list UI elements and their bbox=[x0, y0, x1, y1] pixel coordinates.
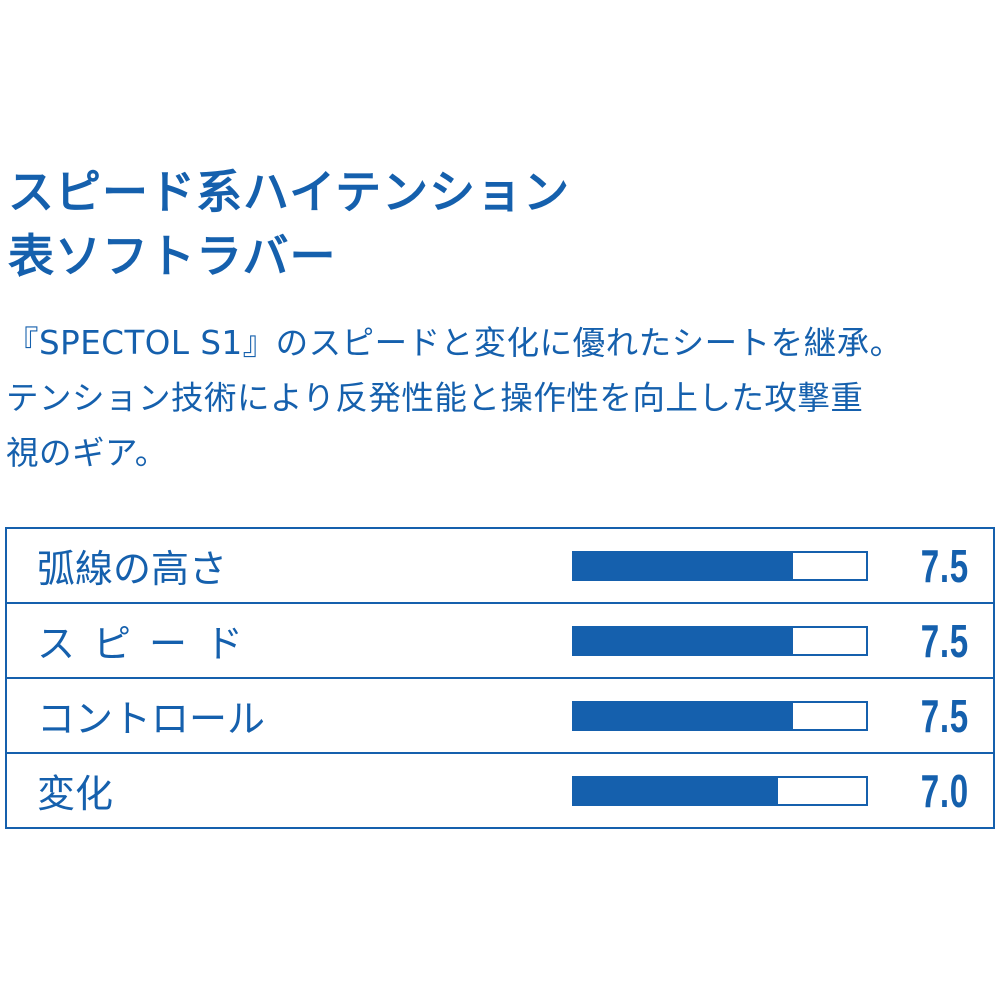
product-description: 『SPECTOL S1』のスピードと変化に優れたシートを継承。 テンション技術に… bbox=[6, 316, 998, 481]
spec-bar-spin-variation bbox=[572, 776, 868, 806]
spec-bar-fill-arc-height bbox=[574, 553, 793, 579]
spec-table: 弧線の高さ 7.5 スピード 7.5 コントロール 7.5 変化 7.0 bbox=[5, 527, 995, 829]
spec-label-spin-variation: 変化 bbox=[37, 772, 114, 816]
spec-value-arc-height: 7.5 bbox=[920, 539, 969, 592]
spec-bar-fill-speed bbox=[574, 628, 793, 654]
spec-bar-control bbox=[572, 701, 868, 731]
description-line-1: 『SPECTOL S1』のスピードと変化に優れたシートを継承。 bbox=[6, 324, 903, 362]
spec-row-speed: スピード 7.5 bbox=[7, 604, 993, 679]
headline-line-2: 表ソフトラバー bbox=[8, 229, 337, 283]
spec-bar-fill-control bbox=[574, 703, 793, 729]
spec-bar-fill-spin-variation bbox=[574, 778, 779, 804]
spec-value-spin-variation: 7.0 bbox=[920, 764, 969, 817]
description-line-2: テンション技術により反発性能と操作性を向上した攻撃重 bbox=[6, 379, 864, 417]
spec-label-control: コントロール bbox=[37, 697, 266, 741]
spec-row-spin-variation: 変化 7.0 bbox=[7, 754, 993, 827]
spec-bar-arc-height bbox=[572, 551, 868, 581]
spec-label-arc-height: 弧線の高さ bbox=[37, 547, 228, 591]
spec-row-arc-height: 弧線の高さ 7.5 bbox=[7, 529, 993, 604]
spec-value-control: 7.5 bbox=[920, 689, 969, 742]
headline: スピード系ハイテンション 表ソフトラバー bbox=[8, 160, 988, 288]
spec-bar-speed bbox=[572, 626, 868, 656]
description-line-3: 視のギア。 bbox=[6, 434, 168, 472]
spec-value-speed: 7.5 bbox=[920, 614, 969, 667]
spec-label-speed: スピード bbox=[37, 622, 262, 666]
spec-row-control: コントロール 7.5 bbox=[7, 679, 993, 754]
headline-line-1: スピード系ハイテンション bbox=[8, 165, 571, 219]
